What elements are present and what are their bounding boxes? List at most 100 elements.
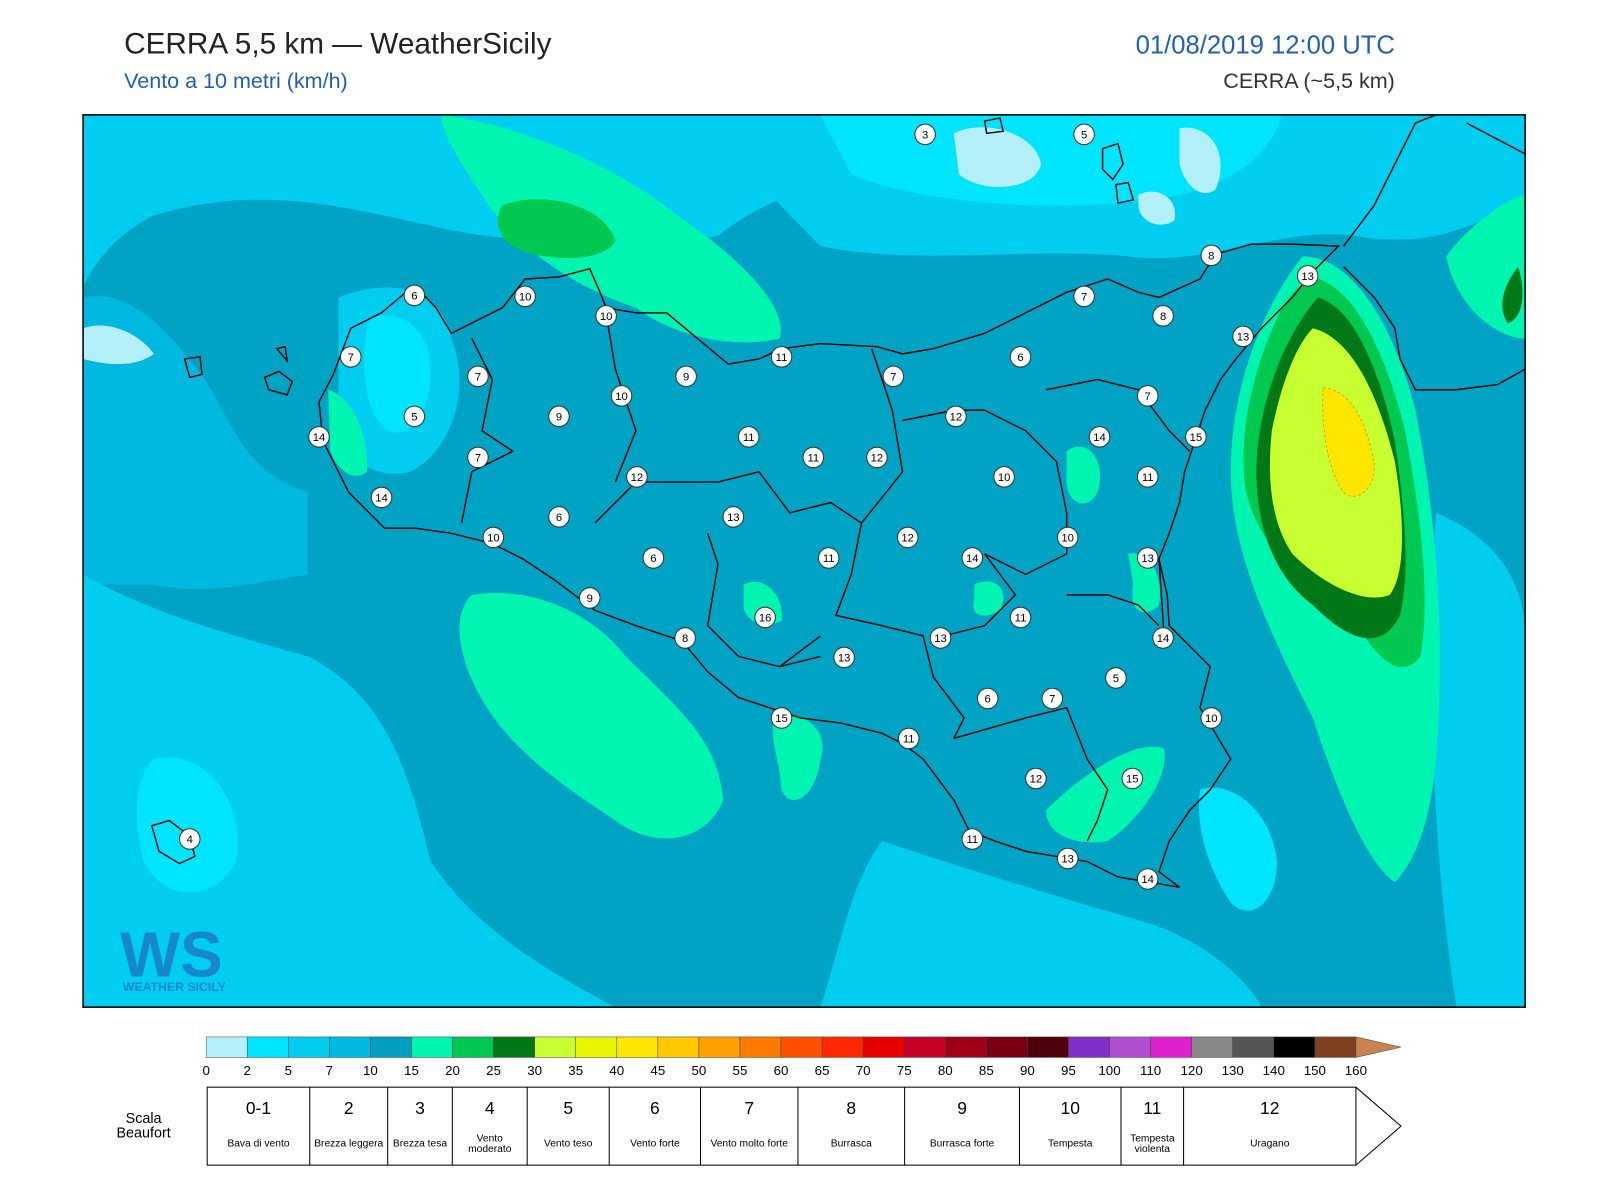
station-marker: [1056, 526, 1079, 549]
station-marker: [896, 526, 919, 549]
station-label: 12: [1030, 774, 1043, 786]
station-label: 12: [901, 533, 914, 545]
station-label: 5: [1113, 673, 1119, 685]
station-marker: [1056, 847, 1079, 870]
colorbar-segment: [1150, 1036, 1192, 1058]
colorbar-segment: [1273, 1036, 1316, 1058]
station-label: 10: [600, 311, 613, 323]
station-label: 7: [1081, 292, 1087, 304]
station-marker: [626, 466, 648, 488]
station-label: 16: [759, 613, 772, 625]
colorbar-tick-label: 5: [285, 1063, 292, 1078]
station-marker: [1136, 385, 1159, 407]
station-label: 10: [519, 292, 532, 304]
station-marker: [737, 426, 760, 448]
colorbar-tick-label: 25: [486, 1063, 501, 1078]
station-label: 8: [1208, 250, 1214, 262]
station-label: 6: [556, 512, 562, 524]
colorbar-segment: [534, 1036, 576, 1058]
colorbar-tick-label: 45: [650, 1063, 665, 1078]
station-label: 5: [1081, 129, 1087, 141]
station-label: 9: [587, 593, 593, 605]
beaufort-label: Bava di vento: [227, 1138, 290, 1150]
station-marker: [993, 466, 1015, 488]
station-marker: [308, 426, 330, 448]
colorbar-segment: [862, 1036, 905, 1058]
station-label: 9: [556, 412, 562, 424]
station-label: 15: [1190, 432, 1203, 444]
beaufort-force: 11: [1143, 1098, 1162, 1118]
station-label: 8: [1160, 311, 1166, 323]
station-label: 15: [775, 713, 788, 725]
colorbar-tick-label: 110: [1140, 1063, 1161, 1078]
colorbar-tick-label: 75: [897, 1063, 912, 1078]
station-label: 14: [313, 432, 326, 444]
colorbar-tick-label: 35: [568, 1063, 583, 1078]
colorbar-tick-label: 10: [363, 1063, 378, 1078]
station-marker: [610, 385, 633, 407]
beaufort-label: Brezza tesa: [392, 1138, 448, 1150]
station-label: 11: [807, 453, 819, 465]
colorbar-tick-label: 15: [404, 1063, 419, 1078]
datetime: 01/08/2019 12:00 UTC: [1136, 31, 1395, 59]
colorbar-tick-label: 40: [609, 1063, 624, 1078]
station-label: 7: [348, 352, 354, 364]
station-marker: [1232, 325, 1254, 348]
colorbar-segment: [1109, 1036, 1151, 1058]
station-marker: [1200, 707, 1223, 729]
colorbar-tick-label: 70: [856, 1063, 871, 1078]
station-marker: [403, 405, 426, 428]
colorbar-tick-label: 95: [1061, 1063, 1076, 1078]
beaufort-force: 0-1: [245, 1098, 272, 1118]
station-marker: [1073, 123, 1095, 146]
colorbar-segment: [1191, 1036, 1233, 1058]
colorbar-segment: [452, 1036, 494, 1058]
station-label: 10: [998, 472, 1011, 484]
station-label: 3: [922, 129, 928, 141]
station-marker: [976, 687, 999, 710]
colorbar-tick-label: 50: [691, 1063, 706, 1078]
beaufort-force: 8: [846, 1098, 857, 1118]
station-marker: [339, 346, 362, 368]
station-label: 11: [1015, 613, 1027, 625]
colorbar-segment: [821, 1036, 864, 1058]
beaufort-label: Vento forte: [630, 1138, 680, 1150]
station-marker: [1105, 667, 1127, 689]
beaufort-force: 12: [1260, 1098, 1280, 1118]
station-marker: [770, 346, 793, 368]
station-marker: [1121, 767, 1144, 790]
colorbar-tick-label: 65: [815, 1063, 830, 1078]
colorbar-segment: [370, 1036, 412, 1058]
station-marker: [961, 547, 984, 569]
colorbar-segment: [616, 1036, 659, 1058]
station-label: 7: [890, 372, 896, 384]
station-label: 8: [682, 633, 688, 645]
station-label: 7: [475, 453, 481, 465]
station-marker: [1009, 606, 1032, 629]
beaufort-force: 10: [1060, 1098, 1080, 1118]
station-marker: [1185, 426, 1207, 448]
colorbar-tick-label: 80: [938, 1063, 953, 1078]
station-marker: [1152, 627, 1174, 649]
colorbar-segment: [739, 1036, 782, 1058]
station-marker: [897, 727, 920, 750]
wind-field: [83, 114, 1526, 1008]
station-marker: [722, 506, 745, 528]
station-marker: [514, 285, 536, 308]
beaufort-force: 4: [484, 1098, 495, 1118]
beaufort-label: Burrasca forte: [929, 1138, 995, 1150]
colorbar-segment: [493, 1036, 535, 1058]
station-label: 12: [631, 472, 644, 484]
colorbar-segment: [945, 1036, 987, 1058]
station-label: 13: [727, 512, 740, 524]
station-marker: [914, 123, 936, 146]
station-label: 9: [683, 372, 689, 384]
beaufort-force: 3: [415, 1098, 425, 1118]
logo-mark: WS: [120, 919, 222, 990]
colorbar-segment: [1027, 1036, 1069, 1058]
colorbar-tick-label: 30: [527, 1063, 542, 1078]
station-label: 14: [375, 493, 388, 505]
station-label: 14: [1093, 432, 1106, 444]
colorbar-tick-label: 120: [1181, 1063, 1203, 1078]
station-label: 14: [1157, 633, 1170, 645]
